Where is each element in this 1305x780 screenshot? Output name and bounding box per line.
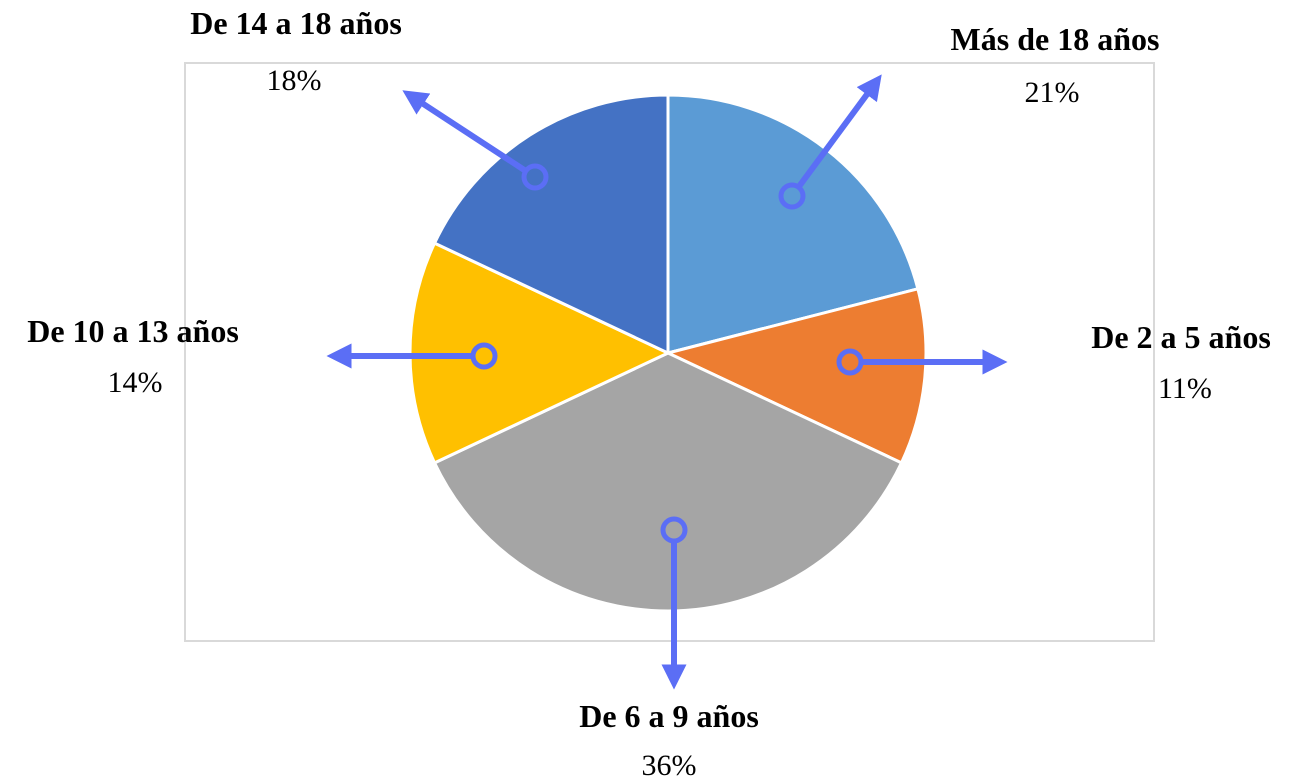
callout-marker <box>836 348 864 376</box>
value-label-mas-de-18: 21% <box>1025 76 1080 109</box>
value-label-6-a-9: 36% <box>642 749 697 780</box>
value-label-14-a-18: 18% <box>267 64 322 97</box>
pie-slice <box>433 351 903 613</box>
value-label-10-a-13: 14% <box>108 366 163 399</box>
callout-marker <box>521 163 549 191</box>
value-label-2-a-5: 11% <box>1158 372 1212 405</box>
callout-arrows <box>326 74 1008 690</box>
callout-marker <box>660 516 688 544</box>
pie-slice <box>666 287 928 465</box>
callout-marker <box>778 182 806 210</box>
pie-slices <box>408 93 928 613</box>
category-label-14-a-18: De 14 a 18 años <box>190 5 402 41</box>
callout-arrow <box>402 90 528 174</box>
category-label-2-a-5: De 2 a 5 años <box>1091 319 1271 355</box>
category-label-mas-de-18: Más de 18 años <box>951 21 1160 57</box>
slice-labels: Más de 18 años 21% De 2 a 5 años 11% De … <box>27 5 1271 780</box>
callout-arrow <box>796 74 882 189</box>
category-label-6-a-9: De 6 a 9 años <box>579 698 759 734</box>
category-label-10-a-13: De 10 a 13 años <box>27 313 239 349</box>
callout-marker <box>470 342 498 370</box>
pie-slice <box>433 93 670 355</box>
